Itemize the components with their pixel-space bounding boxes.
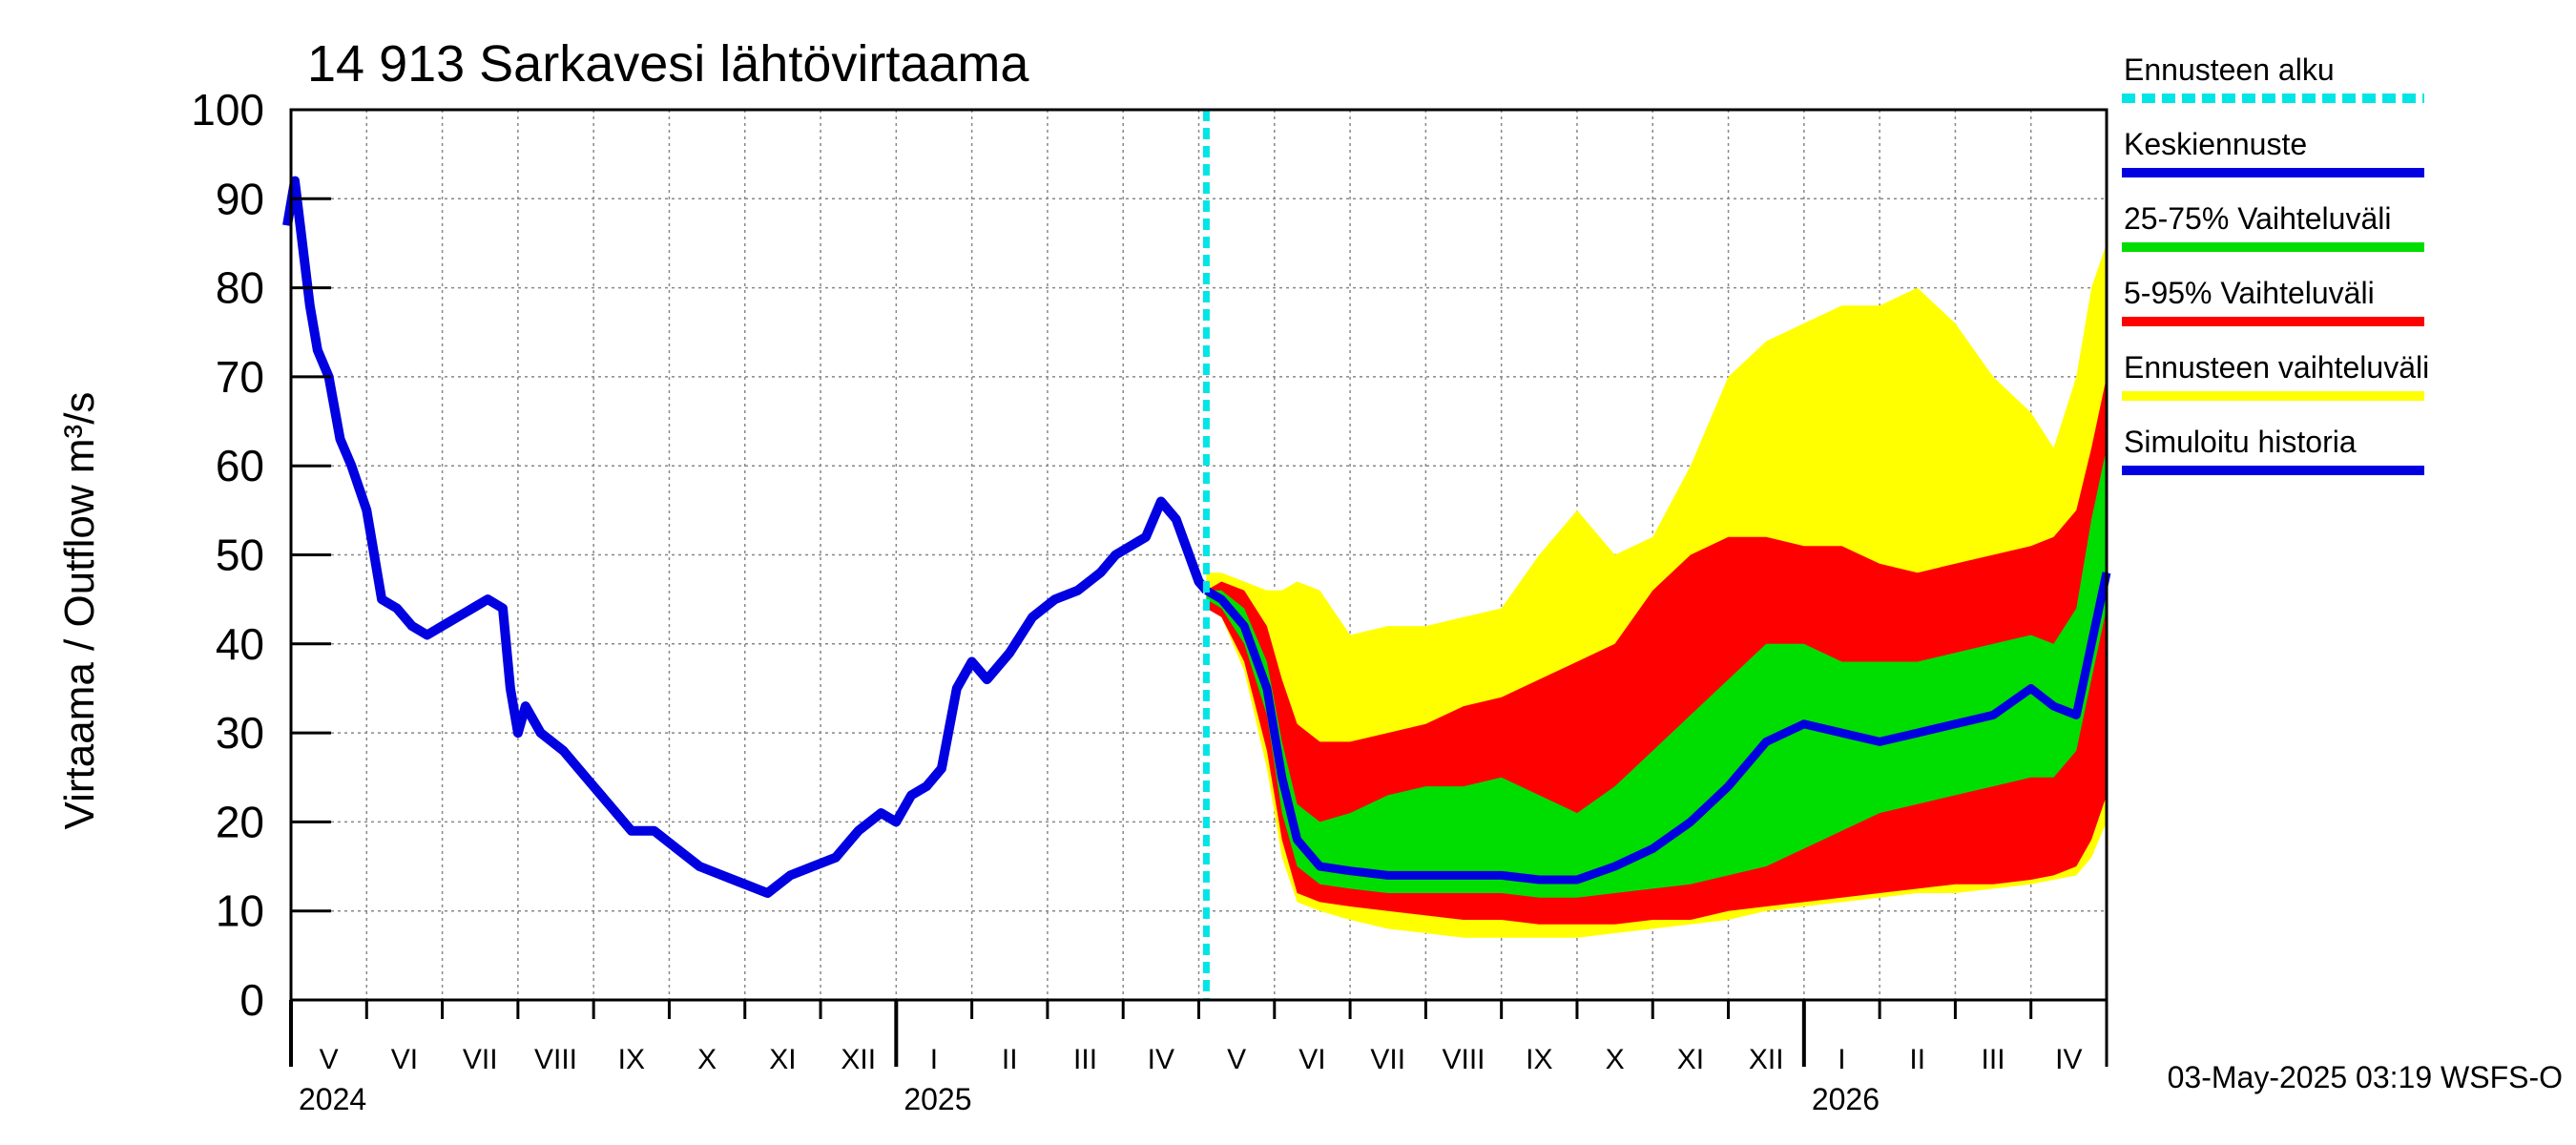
y-tick-label: 90: [216, 174, 264, 223]
legend-label: Keskiennuste: [2124, 127, 2307, 161]
x-tick-label: VIII: [534, 1044, 577, 1075]
y-tick-label: 20: [216, 797, 264, 846]
y-tick-label: 80: [216, 263, 264, 313]
x-tick-label: II: [1909, 1044, 1925, 1075]
x-tick-label: II: [1002, 1044, 1018, 1075]
legend-label: 25-75% Vaihteluväli: [2124, 201, 2391, 236]
y-tick-label: 40: [216, 619, 264, 669]
y-tick-label: 10: [216, 886, 264, 936]
x-tick-label: XII: [1749, 1044, 1784, 1075]
legend-label: Ennusteen alku: [2124, 52, 2335, 87]
x-tick-label: VIII: [1443, 1044, 1485, 1075]
y-tick-labels: 0 10 20 30 40 50 60 70 80 90 100: [191, 85, 264, 1025]
year-label: 2026: [1812, 1082, 1880, 1116]
x-tick-label: X: [1606, 1044, 1625, 1075]
forecast-bands: [1206, 243, 2107, 938]
y-axis-label: Virtaama / Outflow m³/s: [56, 392, 103, 830]
x-tick-label: I: [1838, 1044, 1845, 1075]
x-tick-label: XI: [769, 1044, 796, 1075]
chart-title: 14 913 Sarkavesi lähtövirtaama: [307, 35, 1029, 93]
x-tick-label: XI: [1677, 1044, 1704, 1075]
x-tick-label: VI: [1298, 1044, 1325, 1075]
x-tick-label: V: [320, 1044, 339, 1075]
legend-label: Ennusteen vaihteluväli: [2124, 350, 2429, 385]
legend-label: 5-95% Vaihteluväli: [2124, 276, 2375, 310]
x-tick-label: V: [1227, 1044, 1246, 1075]
series-simulated-history: [282, 176, 1211, 898]
y-tick-label: 70: [216, 352, 264, 402]
x-tick-label: IX: [618, 1044, 645, 1075]
x-tick-labels: V VI VII VIII IX X XI XII I II III IV V VI VII VIII IX X X…: [299, 1044, 2083, 1116]
x-tick-label: III: [1073, 1044, 1097, 1075]
x-tick-label: VII: [1370, 1044, 1405, 1075]
x-tick-label: IV: [2055, 1044, 2082, 1075]
timestamp: 03-May-2025 03:19 WSFS-O: [2168, 1060, 2563, 1094]
y-tick-label: 50: [216, 531, 264, 580]
axes: [289, 108, 2109, 1067]
year-label: 2025: [904, 1082, 971, 1116]
y-tick-label: 0: [239, 975, 264, 1025]
x-tick-label: VI: [391, 1044, 418, 1075]
legend-label: Simuloitu historia: [2124, 425, 2357, 459]
x-tick-label: I: [930, 1044, 938, 1075]
x-tick-label: III: [1982, 1044, 2005, 1075]
x-tick-label: IX: [1526, 1044, 1552, 1075]
x-tick-label: XII: [841, 1044, 876, 1075]
year-label: 2024: [299, 1082, 366, 1116]
series-median-forecast: [1204, 572, 2111, 885]
band-25-75: [1206, 448, 2107, 898]
x-tick-label: IV: [1148, 1044, 1174, 1075]
legend: Ennusteen alku Keskiennuste 25-75% Vaihtel…: [2122, 52, 2429, 475]
x-tick-label: X: [697, 1044, 717, 1075]
y-tick-label: 100: [191, 85, 264, 135]
series-lines: [282, 110, 2111, 1000]
x-tick-label: VII: [463, 1044, 498, 1075]
y-tick-label: 60: [216, 441, 264, 490]
y-tick-label: 30: [216, 708, 264, 758]
